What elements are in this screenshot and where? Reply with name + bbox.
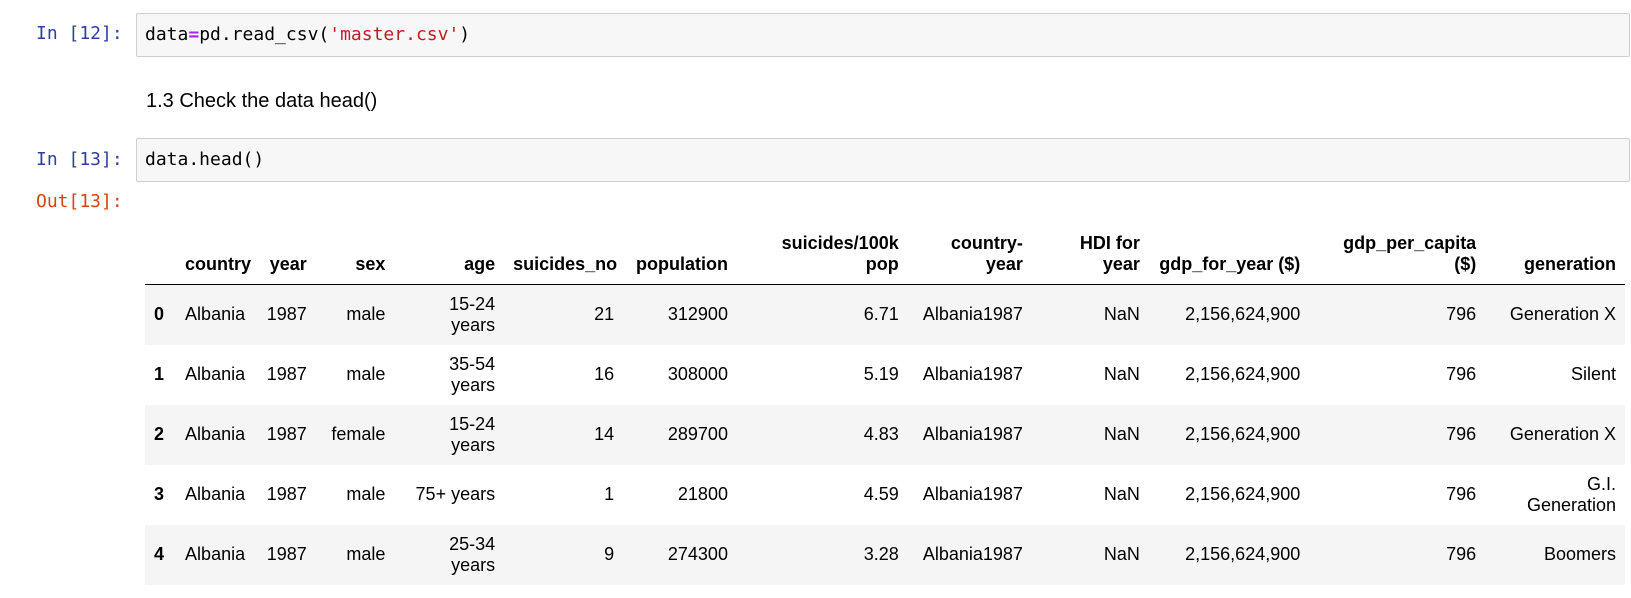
table-cell: 2,156,624,900 — [1185, 544, 1301, 564]
table-cell: NaN — [1103, 484, 1140, 504]
table-cell: 9 — [604, 544, 615, 564]
column-header: sex — [315, 215, 395, 285]
table-cell: Albania — [185, 544, 246, 564]
code-var: data — [145, 24, 189, 45]
table-cell: 15-24 years — [449, 293, 496, 335]
column-header: year — [253, 215, 316, 285]
table-cell: 796 — [1446, 424, 1477, 444]
table-cell: Albania1987 — [922, 544, 1023, 564]
table-cell: male — [346, 304, 386, 325]
table-cell: Albania — [185, 484, 246, 504]
table-cell: Albania1987 — [922, 424, 1023, 444]
row-index: 1 — [154, 364, 165, 384]
column-header: country-year — [907, 215, 1032, 285]
table-cell: Albania1987 — [922, 484, 1023, 504]
header-row: country year sex age suicides_no populat… — [145, 215, 1625, 285]
table-cell: Albania — [185, 304, 246, 325]
row-index: 2 — [154, 424, 165, 444]
table-cell: 1987 — [266, 304, 307, 325]
table-cell: 35-54 years — [449, 353, 496, 395]
code-operator: = — [188, 24, 200, 45]
output-prompt-13: Out[13]: — [36, 191, 123, 212]
table-cell: 796 — [1446, 544, 1477, 564]
table-cell: Boomers — [1543, 544, 1616, 564]
index-header — [145, 215, 177, 285]
table-cell: 308000 — [667, 364, 728, 384]
column-header: country — [176, 215, 254, 285]
table-cell: 796 — [1446, 364, 1477, 384]
table-cell: Generation X — [1509, 304, 1616, 325]
table-cell: 21800 — [677, 484, 728, 504]
table-cell: Albania — [185, 424, 246, 444]
input-prompt-12: In [12]: — [36, 23, 123, 44]
code-cell-13[interactable]: data.head() — [136, 138, 1630, 182]
input-prompt-13: In [13]: — [36, 149, 123, 170]
code-close: ) — [459, 24, 471, 45]
table-cell: 289700 — [667, 424, 728, 444]
table-cell: 1987 — [266, 484, 307, 504]
table-cell: 4.59 — [863, 484, 899, 504]
table-cell: 2,156,624,900 — [1185, 424, 1301, 444]
row-index: 0 — [154, 304, 165, 325]
dataframe-table: country year sex age suicides_no populat… — [145, 215, 1625, 585]
table-cell: female — [331, 424, 386, 444]
column-header: suicides_no — [504, 215, 624, 285]
table-cell: Silent — [1570, 364, 1616, 384]
column-header: gdp_for_year ($) — [1148, 215, 1310, 285]
table-row: 3 Albania 1987 male 75+ years 1 21800 4.59 Alban… — [145, 465, 1625, 525]
table-cell: 796 — [1446, 484, 1477, 504]
table-cell: NaN — [1103, 304, 1140, 325]
column-header: generation — [1485, 215, 1625, 285]
table-cell: NaN — [1103, 544, 1140, 564]
column-header: age — [394, 215, 505, 285]
table-cell: 15-24 years — [449, 413, 496, 455]
table-cell: 3.28 — [863, 544, 899, 564]
table-cell: male — [346, 544, 386, 564]
table-row: 2 Albania 1987 female 15-24 years 14 289700 4.8… — [145, 404, 1625, 465]
table-cell: G.I. Generation — [1526, 473, 1616, 515]
code-line-12: data=pd.read_csv('master.csv') — [145, 24, 470, 45]
table-cell: 25-34 years — [449, 533, 496, 575]
table-cell: Generation X — [1509, 424, 1616, 444]
table-row: 0 Albania 1987 male 15-24 years 21 312900 6.71 A… — [145, 284, 1625, 345]
table-cell: 5.19 — [863, 364, 899, 384]
table-cell: 274300 — [667, 544, 728, 564]
table-cell: 6.71 — [863, 304, 899, 325]
table-cell: NaN — [1103, 424, 1140, 444]
code-call: pd.read_csv( — [199, 24, 330, 45]
code-cell-12[interactable]: data=pd.read_csv('master.csv') — [136, 13, 1630, 57]
row-index: 4 — [154, 544, 165, 564]
table-cell: Albania1987 — [922, 304, 1023, 325]
table-cell: NaN — [1103, 364, 1140, 384]
column-header: population — [623, 215, 737, 285]
table-cell: Albania — [185, 364, 246, 384]
code-string: 'master.csv' — [329, 24, 460, 45]
table-cell: 1987 — [266, 424, 307, 444]
table-cell: 1 — [604, 484, 615, 504]
table-cell: 2,156,624,900 — [1185, 484, 1301, 504]
table-row: 4 Albania 1987 male 25-34 years 9 274300 3.28 Al… — [145, 524, 1625, 585]
markdown-cell[interactable]: 1.3 Check the data head() — [146, 90, 378, 112]
table-cell: 2,156,624,900 — [1185, 304, 1301, 325]
table-cell: 1987 — [266, 544, 307, 564]
column-header: HDI for year — [1031, 215, 1149, 285]
code-line-13: data.head() — [145, 149, 265, 170]
column-header: suicides/100k pop — [736, 215, 908, 285]
table-cell: male — [346, 364, 386, 384]
table-cell: 75+ years — [415, 484, 496, 504]
table-cell: 796 — [1446, 304, 1477, 325]
table-row: 1 Albania 1987 male 35-54 years 16 308000 5.19 A… — [145, 345, 1625, 405]
row-index: 3 — [154, 484, 165, 504]
column-header: gdp_per_capita ($) — [1309, 215, 1486, 285]
table-cell: 16 — [594, 364, 615, 384]
table-cell: 312900 — [667, 304, 728, 325]
table-cell: 4.83 — [863, 424, 899, 444]
table-cell: 14 — [594, 424, 615, 444]
table-cell: Albania1987 — [922, 364, 1023, 384]
table-cell: 2,156,624,900 — [1185, 364, 1301, 384]
table-cell: male — [346, 484, 386, 504]
table-cell: 1987 — [266, 364, 307, 384]
table-cell: 21 — [594, 304, 615, 325]
dataframe-output: country year sex age suicides_no populat… — [145, 215, 1625, 585]
